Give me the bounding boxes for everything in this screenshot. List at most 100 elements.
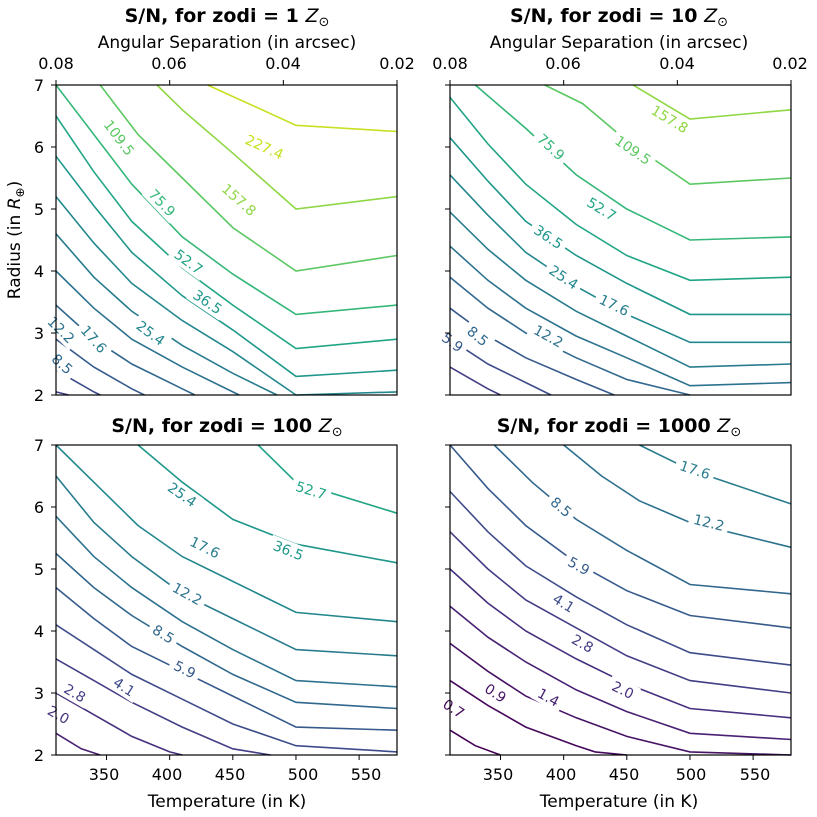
ticks (445, 444, 754, 760)
x-tick-label: 500 (288, 765, 319, 784)
y-tick-label: 4 (34, 262, 44, 281)
contour-line (449, 679, 627, 756)
label-gap (564, 627, 601, 659)
contour-label: 17.6 (592, 288, 637, 322)
axes-frame (55, 444, 398, 756)
top-tick-label: 0.04 (265, 54, 301, 73)
label-gap (579, 190, 624, 228)
contour-line (449, 531, 792, 694)
contour-label: 36.5 (266, 534, 311, 567)
label-gap (185, 283, 230, 321)
top-tick-label: 0.08 (38, 54, 74, 73)
contour-line (207, 84, 398, 133)
label-gap (608, 128, 659, 172)
label-gap (56, 677, 94, 709)
contour-label: 25.4 (129, 313, 173, 353)
x-tick-labels: 350 400 450 500 550 (89, 765, 382, 784)
label-gap (129, 313, 173, 353)
label-gap (238, 128, 291, 166)
contour-label-text: 109.5 (611, 133, 653, 169)
contour-line (449, 605, 792, 741)
x-tick-label: 350 (89, 765, 120, 784)
y-tick-label: 5 (34, 560, 44, 579)
x-tick-label: 450 (215, 765, 246, 784)
contour-line (449, 490, 792, 666)
contour-line (449, 96, 792, 282)
contour-line (449, 137, 791, 316)
x-tick-label: 550 (740, 765, 771, 784)
contour-line (632, 84, 792, 120)
contour-labels: 52.736.525.417.612.28.55.94.12.82.0 (40, 475, 333, 731)
contour-label: 36.5 (185, 283, 230, 321)
contour-label-text: 52.7 (294, 479, 328, 503)
contour-line (55, 624, 398, 753)
contour-label: 1.4 (530, 681, 567, 713)
contour-label: 2.0 (40, 699, 77, 731)
x-tick-label: 400 (152, 765, 183, 784)
label-gap (542, 258, 586, 296)
label-gap (166, 654, 203, 685)
contour-label: 157.8 (644, 98, 696, 140)
top-tick-label: 0.02 (379, 54, 415, 73)
top-axis-label: Angular Separation (in arcsec) (490, 33, 749, 53)
contour-label: 0.9 (477, 676, 514, 710)
contour-line (449, 444, 792, 629)
panel-title: S/N, for zodi = 10 Z⊙ (510, 5, 728, 30)
plot-area: 52.736.525.417.612.28.55.94.12.82.0 (40, 444, 398, 760)
contour-line (449, 338, 552, 396)
label-gap (545, 587, 582, 620)
label-gap (673, 454, 717, 485)
contour-label-text: 17.6 (187, 534, 222, 562)
contour-label: 8.5 (145, 618, 182, 651)
contour-label: 5.9 (166, 654, 203, 685)
label-gap (526, 218, 571, 256)
label-gap (592, 288, 637, 322)
top-axis-label: Angular Separation (in arcsec) (98, 33, 357, 53)
contour-line (449, 211, 792, 368)
axes-frame (449, 84, 792, 396)
contour-lines (449, 84, 792, 396)
contour-label-text: 36.5 (271, 538, 306, 564)
contour-label: 25.4 (542, 258, 586, 296)
label-gap (167, 242, 211, 281)
label-gap (73, 318, 114, 361)
contour-line (544, 84, 792, 186)
contour-label-text: 12.2 (692, 512, 726, 535)
label-gap (687, 508, 731, 537)
contour-label: 52.7 (167, 242, 211, 281)
top-tick-label: 0.06 (151, 54, 187, 73)
label-gap (97, 112, 141, 163)
contour-lines (55, 444, 398, 756)
y-axis-label: Radius (in R⊕) (5, 181, 27, 299)
contour-label: 17.6 (183, 530, 227, 565)
y-tick-label: 7 (34, 76, 44, 95)
contour-line (55, 196, 398, 396)
contour-lines (449, 444, 792, 756)
y-tick-label: 2 (34, 386, 44, 405)
contour-label: 227.4 (238, 128, 291, 166)
plot-area: 17.612.28.55.94.12.82.01.40.90.7 (435, 444, 792, 760)
contour-line (55, 692, 183, 756)
label-gap (145, 618, 182, 651)
y-tick-label: 3 (34, 684, 44, 703)
x-axis-label: Temperature (in K) (539, 792, 698, 812)
contour-line (55, 84, 398, 316)
contour-label: 109.5 (608, 128, 659, 172)
label-gap (44, 346, 81, 382)
panel-title: S/N, for zodi = 1000 Z⊙ (497, 415, 741, 440)
contour-labels: 227.4157.8109.575.952.736.525.417.612.28… (40, 112, 291, 382)
contour-line (55, 233, 278, 396)
contour-line (449, 642, 792, 756)
contour-line (449, 366, 501, 396)
contour-label: 12.2 (526, 318, 571, 354)
contour-label-text: 17.6 (596, 292, 631, 320)
label-gap (560, 550, 597, 582)
x-tick-label: 550 (351, 765, 382, 784)
label-gap (435, 692, 472, 725)
x-tick-label: 450 (609, 765, 640, 784)
contour-label: 52.7 (579, 190, 624, 228)
contour-line (639, 444, 792, 505)
label-gap (644, 98, 696, 140)
